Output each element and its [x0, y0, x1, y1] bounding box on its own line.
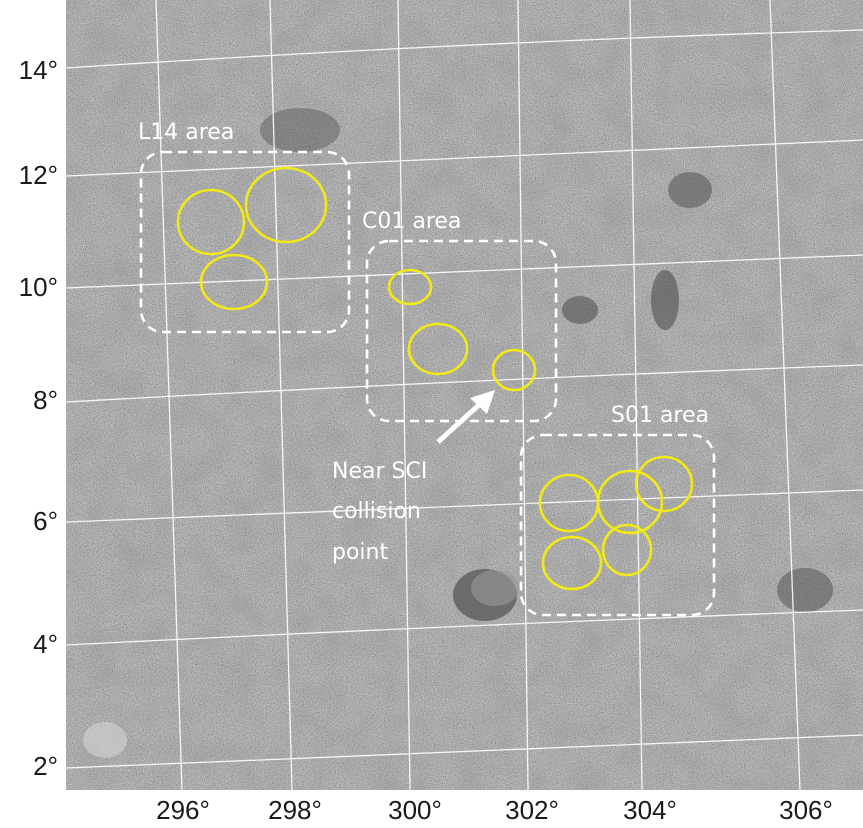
l14-circle — [176, 188, 246, 256]
x-tick-label: 298° — [268, 795, 322, 825]
longitude-line — [397, 0, 411, 791]
s01-circle — [596, 469, 664, 535]
y-tick-label: 10° — [19, 272, 58, 302]
collision-note: Near SCI collision point — [332, 459, 427, 565]
s01-circle — [601, 523, 653, 577]
s01-area-label: S01 area — [611, 403, 709, 428]
x-tick-label: 302° — [505, 795, 559, 825]
longitude-line — [155, 0, 183, 791]
collision-note-line: point — [332, 540, 388, 565]
l14-area-label: L14 area — [138, 120, 234, 145]
y-tick-label: 14° — [19, 55, 58, 85]
longitude-line — [629, 0, 643, 791]
latitude-line — [65, 364, 863, 403]
collision-arrow — [436, 390, 495, 444]
l14-area-box — [139, 150, 351, 334]
longitude-line — [769, 0, 801, 791]
y-tick-label: 2° — [33, 751, 58, 781]
c01-circle — [387, 268, 433, 306]
l14-circle — [199, 253, 269, 311]
latitude-line — [65, 29, 863, 69]
x-tick-label: 304° — [623, 795, 677, 825]
c01-circle — [491, 348, 537, 392]
c01-circle — [407, 322, 469, 376]
l14-circle — [244, 166, 328, 244]
collision-note-line: Near SCI — [332, 459, 427, 484]
longitude-line — [269, 0, 293, 791]
x-tick-label: 300° — [388, 795, 442, 825]
collision-note-line: collision — [332, 499, 421, 524]
y-tick-label: 8° — [33, 385, 58, 415]
longitude-line — [517, 0, 529, 791]
x-tick-label: 296° — [156, 795, 210, 825]
latitude-line — [65, 139, 863, 177]
asteroid-surface-image — [66, 0, 863, 790]
latitude-line — [65, 489, 863, 523]
c01-area-label: C01 area — [362, 209, 461, 234]
y-tick-label: 12° — [19, 160, 58, 190]
s01-circle — [634, 455, 694, 513]
latitude-line — [65, 254, 863, 289]
s01-circle — [541, 535, 603, 591]
x-tick-label: 306° — [779, 795, 833, 825]
y-tick-label: 4° — [33, 629, 58, 659]
s01-area-box — [519, 433, 716, 617]
x-axis-ticks: 296° 298° 300° 302° 304° 306° — [156, 795, 833, 825]
y-axis-ticks: 14° 12° 10° 8° 6° 4° 2° — [19, 55, 58, 781]
y-tick-label: 6° — [33, 506, 58, 536]
latitude-line — [65, 609, 863, 646]
